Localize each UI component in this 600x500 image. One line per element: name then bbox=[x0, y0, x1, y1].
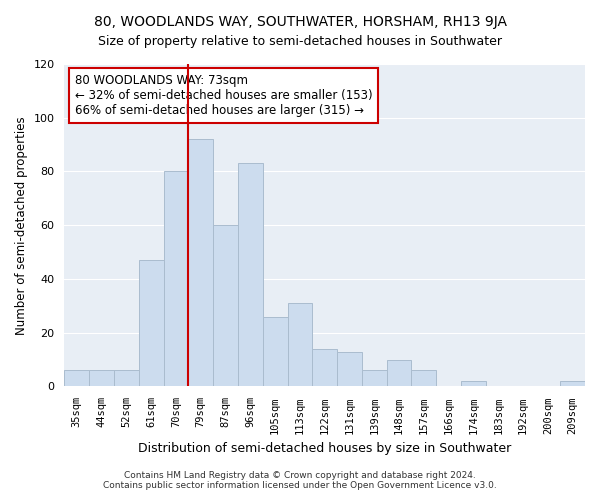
Bar bbox=[263, 316, 287, 386]
Y-axis label: Number of semi-detached properties: Number of semi-detached properties bbox=[15, 116, 28, 334]
Bar bbox=[114, 370, 139, 386]
Text: Contains HM Land Registry data © Crown copyright and database right 2024.
Contai: Contains HM Land Registry data © Crown c… bbox=[103, 470, 497, 490]
Bar bbox=[213, 225, 238, 386]
Bar bbox=[164, 172, 188, 386]
Bar bbox=[386, 360, 412, 386]
Bar bbox=[412, 370, 436, 386]
Bar bbox=[313, 349, 337, 387]
Text: 80, WOODLANDS WAY, SOUTHWATER, HORSHAM, RH13 9JA: 80, WOODLANDS WAY, SOUTHWATER, HORSHAM, … bbox=[94, 15, 506, 29]
Bar bbox=[188, 139, 213, 386]
Bar bbox=[461, 381, 486, 386]
Text: Size of property relative to semi-detached houses in Southwater: Size of property relative to semi-detach… bbox=[98, 35, 502, 48]
Bar bbox=[64, 370, 89, 386]
Bar bbox=[560, 381, 585, 386]
Bar bbox=[238, 164, 263, 386]
Bar bbox=[287, 303, 313, 386]
Bar bbox=[362, 370, 386, 386]
Bar bbox=[89, 370, 114, 386]
Bar bbox=[337, 352, 362, 386]
X-axis label: Distribution of semi-detached houses by size in Southwater: Distribution of semi-detached houses by … bbox=[138, 442, 511, 455]
Text: 80 WOODLANDS WAY: 73sqm
← 32% of semi-detached houses are smaller (153)
66% of s: 80 WOODLANDS WAY: 73sqm ← 32% of semi-de… bbox=[75, 74, 373, 116]
Bar bbox=[139, 260, 164, 386]
